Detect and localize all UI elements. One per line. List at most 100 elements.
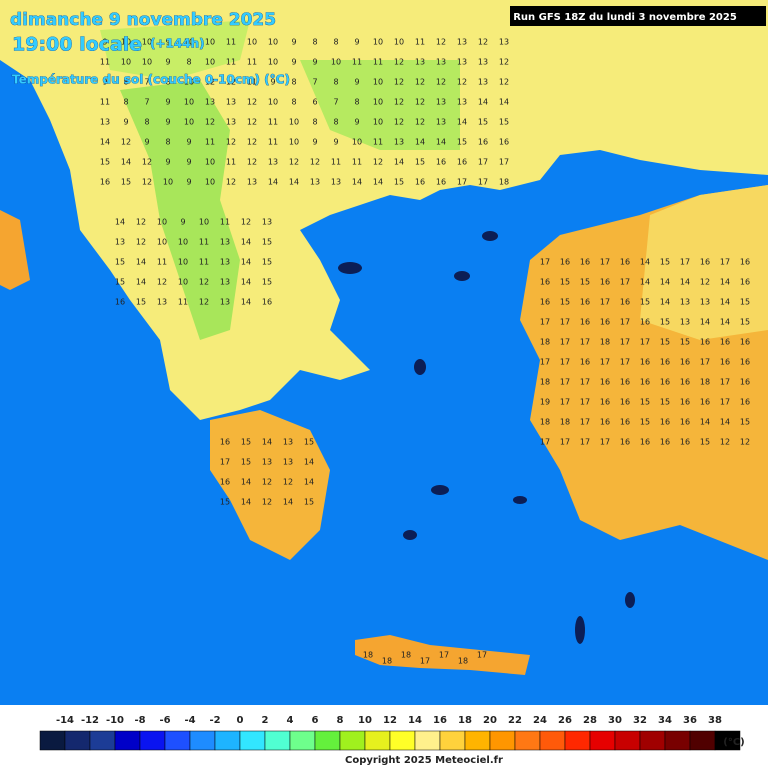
map-value: 10 xyxy=(178,258,188,267)
map-value: 11 xyxy=(373,138,383,147)
map-value: 17 xyxy=(580,398,590,407)
map-value: 16 xyxy=(700,338,710,347)
map-value: 14 xyxy=(136,258,146,267)
colorbar-tick: -8 xyxy=(134,715,145,726)
color-swatch xyxy=(264,730,291,751)
map-value: 17 xyxy=(478,178,488,187)
map-value: 17 xyxy=(220,458,230,467)
map-value: 16 xyxy=(700,398,710,407)
map-value: 9 xyxy=(354,118,359,127)
map-value: 14 xyxy=(700,418,710,427)
map-value: 17 xyxy=(600,438,610,447)
map-value: 7 xyxy=(144,98,149,107)
map-value: 13 xyxy=(457,38,467,47)
map-value: 12 xyxy=(121,138,131,147)
map-value: 16 xyxy=(415,178,425,187)
map-value: 14 xyxy=(241,478,251,487)
map-value: 14 xyxy=(352,178,362,187)
map-value: 10 xyxy=(184,118,194,127)
map-value: 14 xyxy=(700,318,710,327)
map-value: 13 xyxy=(457,58,467,67)
map-value: 16 xyxy=(580,358,590,367)
map-value: 10 xyxy=(268,98,278,107)
map-value: 10 xyxy=(163,178,173,187)
map-value: 15 xyxy=(640,418,650,427)
colorbar-tick: -14 xyxy=(56,715,74,726)
map-value: 17 xyxy=(540,258,550,267)
color-swatch xyxy=(89,730,116,751)
map-value: 12 xyxy=(262,498,272,507)
map-value: 16 xyxy=(740,338,750,347)
map-value: 17 xyxy=(560,378,570,387)
colorbar-tick: 22 xyxy=(508,715,522,726)
map-value: 16 xyxy=(640,318,650,327)
map-value: 14 xyxy=(660,298,670,307)
map-value: 11 xyxy=(199,258,209,267)
color-swatch xyxy=(239,730,266,751)
map-value: 16 xyxy=(436,178,446,187)
map-value: 12 xyxy=(262,478,272,487)
map-value: 8 xyxy=(165,138,170,147)
map-value: 12 xyxy=(436,38,446,47)
colorbar-tick: 20 xyxy=(483,715,497,726)
map-value: 8 xyxy=(291,98,296,107)
map-value: 16 xyxy=(540,278,550,287)
map-value: 16 xyxy=(600,318,610,327)
green-zone xyxy=(120,80,240,340)
map-value: 8 xyxy=(123,98,128,107)
map-value: 13 xyxy=(310,178,320,187)
map-value: 10 xyxy=(289,138,299,147)
map-value: 16 xyxy=(457,158,467,167)
colorbar-tick: 30 xyxy=(608,715,622,726)
map-value: 14 xyxy=(241,258,251,267)
map-value: 8 xyxy=(333,118,338,127)
map-value: 14 xyxy=(720,298,730,307)
map-value: 16 xyxy=(540,298,550,307)
color-swatch xyxy=(364,730,391,751)
map-value: 16 xyxy=(680,418,690,427)
map-value: 16 xyxy=(740,258,750,267)
land xyxy=(0,0,768,675)
anatolia-inland xyxy=(640,185,768,340)
map-value: 12 xyxy=(436,78,446,87)
map-value: 9 xyxy=(165,38,170,47)
map-value: 8 xyxy=(144,118,149,127)
islands xyxy=(338,231,635,644)
map-value: 10 xyxy=(205,178,215,187)
map-value: 12 xyxy=(394,78,404,87)
map-value: 15 xyxy=(478,118,488,127)
map-value: 15 xyxy=(560,298,570,307)
map-value: 15 xyxy=(640,298,650,307)
map-value: 16 xyxy=(620,378,630,387)
colorbar-tick: 38 xyxy=(708,715,722,726)
map-value: 16 xyxy=(580,318,590,327)
map-value: 10 xyxy=(157,218,167,227)
map-value: 17 xyxy=(600,258,610,267)
map-value: 14 xyxy=(457,118,467,127)
map-value: 17 xyxy=(620,338,630,347)
map-value: 8 xyxy=(312,38,317,47)
map-value: 10 xyxy=(289,118,299,127)
map-value: 16 xyxy=(580,258,590,267)
map-value: 16 xyxy=(262,298,272,307)
map-value: 12 xyxy=(283,478,293,487)
map-value: 15 xyxy=(740,318,750,327)
map-value: 17 xyxy=(600,358,610,367)
map-value: 16 xyxy=(600,378,610,387)
map-value: 16 xyxy=(740,378,750,387)
map-value: 9 xyxy=(165,118,170,127)
map-value: 17 xyxy=(620,318,630,327)
map-value: 19 xyxy=(540,398,550,407)
map-value: 15 xyxy=(415,158,425,167)
map-value: 11 xyxy=(331,158,341,167)
map-value: 18 xyxy=(600,338,610,347)
map-value: 8 xyxy=(186,58,191,67)
map-value: 15 xyxy=(121,178,131,187)
map-value: 15 xyxy=(262,258,272,267)
colorbar-tick: 12 xyxy=(383,715,397,726)
crete xyxy=(355,635,530,675)
map-value: 12 xyxy=(478,38,488,47)
map-value: 17 xyxy=(580,418,590,427)
map-value: 16 xyxy=(740,278,750,287)
map-value: 13 xyxy=(478,78,488,87)
